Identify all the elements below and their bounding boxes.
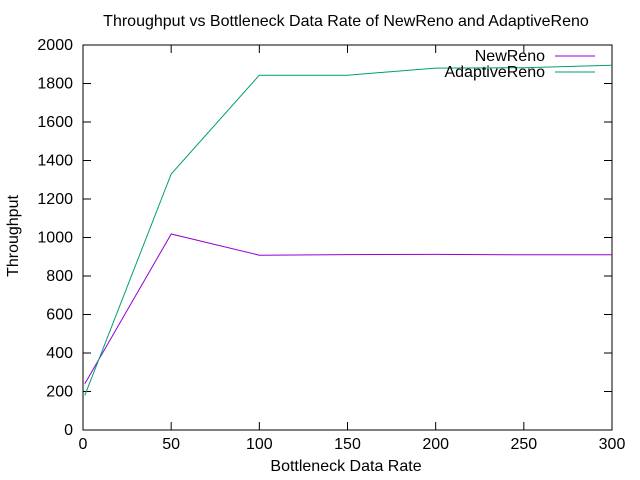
x-tick-label: 100 <box>246 436 273 453</box>
y-tick-label: 1400 <box>37 153 73 170</box>
x-tick-label: 250 <box>510 436 537 453</box>
y-axis-label: Throughput <box>5 195 22 277</box>
y-tick-label: 600 <box>46 307 73 324</box>
series-line-newreno <box>84 233 612 385</box>
legend-label-newreno: NewReno <box>475 48 545 65</box>
y-tick-label: 800 <box>46 268 73 285</box>
ticks: 0 50 100 150 200 250 300 0 200 400 600 800 1000 1200 1… <box>37 37 625 453</box>
y-tick-label: 1800 <box>37 76 73 93</box>
plot-area-border <box>82 44 613 431</box>
y-tick-label: 2000 <box>37 37 73 54</box>
y-tick-label: 400 <box>46 345 73 362</box>
y-tick-label: 200 <box>46 384 73 401</box>
y-tick-label: 1600 <box>37 114 73 131</box>
series-line-adaptivereno <box>84 64 613 396</box>
y-tick-label: 1000 <box>37 230 73 247</box>
x-axis-label: Bottleneck Data Rate <box>270 458 421 475</box>
x-tick-label: 300 <box>599 436 626 453</box>
chart-title: Throughput vs Bottleneck Data Rate of Ne… <box>103 13 589 30</box>
y-tick-label: 0 <box>64 422 73 439</box>
x-tick-label: 150 <box>334 436 361 453</box>
series <box>84 64 613 396</box>
x-tick-label: 0 <box>79 436 88 453</box>
x-tick-label: 200 <box>422 436 449 453</box>
x-tick-label: 50 <box>162 436 180 453</box>
legend-label-adaptivereno: AdaptiveReno <box>444 64 545 81</box>
y-tick-label: 1200 <box>37 191 73 208</box>
